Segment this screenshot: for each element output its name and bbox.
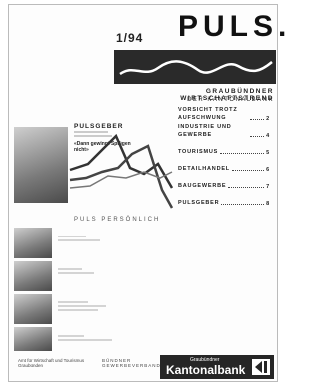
toc-page: 5 [266,150,270,156]
leader [250,136,264,137]
pulse-banner [114,50,276,84]
portrait [14,228,52,258]
toc-entry: INDUSTRIE UND GEWERBE 4 [178,122,270,139]
bank-logo: Graubündner Kantonalbank [160,355,274,379]
leader [221,204,264,205]
portrait [14,327,52,351]
toc-title: BAUGEWERBE [178,182,226,190]
section-heading: PULS PERSÖNLICH [74,217,160,223]
toc-title: DETAILHANDEL [178,165,230,173]
toc-page: 8 [266,201,270,207]
toc-entry: DETAILHANDEL 6 [178,156,270,173]
pulse-line [114,50,276,84]
toc-page: 2 [266,116,270,122]
toc-entry: TOURISMUS 5 [178,139,270,156]
association: BÜNDNER GEWERBEVERBAND [102,358,158,368]
page: {"header": {"issue": "1/94", "title": "P… [0,0,285,385]
toc-page: 6 [266,167,270,173]
toc-entry: PULSGEBER 8 [178,190,270,207]
masthead: PULS. [178,10,291,44]
bank-name: Kantonalbank [166,363,245,377]
logo-mark [252,359,270,375]
leader [228,187,264,188]
toc-title: PULSGEBER [178,199,219,207]
leader [232,170,264,171]
captions [58,236,118,346]
publisher: DER KANTONALBANK [116,97,274,103]
leader [220,153,264,154]
toc-entry: BAUGEWERBE 7 [178,173,270,190]
toc-title: INDUSTRIE UND GEWERBE [178,123,248,139]
toc-title: TOURISMUS [178,148,218,156]
trend-lines [68,128,174,214]
toc-page: 4 [266,133,270,139]
portrait [14,261,52,291]
toc-entry: VORSICHT TROTZ AUFSCHWUNG 2 [178,105,270,122]
portrait [14,294,52,324]
office: Amt für Wirtschaft und Tourismus Graubün… [18,358,88,368]
issue: 1/94 [116,31,143,45]
leader [250,119,264,120]
portrait [14,127,68,203]
toc-page: 7 [266,184,270,190]
toc-title: VORSICHT TROTZ AUFSCHWUNG [178,106,248,122]
